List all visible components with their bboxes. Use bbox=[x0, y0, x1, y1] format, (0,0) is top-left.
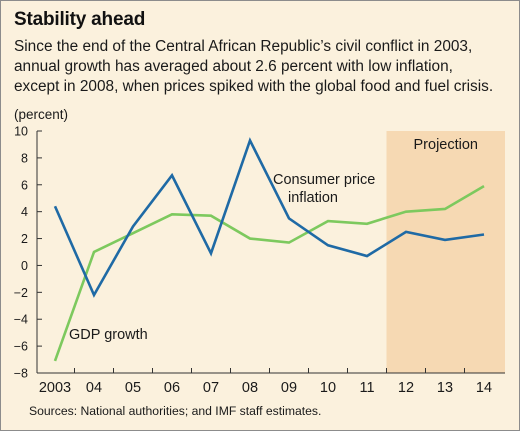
x-tick-label: 11 bbox=[359, 380, 374, 396]
cpi-annotation-line2: inflation bbox=[288, 190, 338, 206]
x-tick-label: 2003 bbox=[39, 380, 71, 396]
x-tick-label: 07 bbox=[203, 380, 219, 396]
chart-title: Stability ahead bbox=[14, 9, 146, 30]
y-tick-label: 10 bbox=[14, 125, 28, 139]
x-tick-label: 12 bbox=[398, 380, 414, 396]
cpi-annotation-line1: Consumer price bbox=[273, 172, 375, 188]
y-tick-label: 2 bbox=[21, 232, 28, 246]
x-tick-label: 13 bbox=[437, 380, 453, 396]
x-axis-ticks: 2003 04 05 06 07 08 09 10 11 12 13 14 bbox=[39, 368, 492, 396]
source-note: Sources: National authorities; and IMF s… bbox=[29, 404, 322, 418]
y-tick-label: 8 bbox=[21, 151, 28, 165]
y-tick-label: −4 bbox=[14, 313, 28, 327]
x-tick-label: 04 bbox=[86, 380, 102, 396]
y-tick-label: −2 bbox=[14, 286, 28, 300]
y-axis-unit-label: (percent) bbox=[14, 107, 69, 122]
x-tick-label: 09 bbox=[281, 380, 297, 396]
x-tick-label: 10 bbox=[320, 380, 336, 396]
y-tick-label: −6 bbox=[14, 340, 28, 354]
y-tick-label: −8 bbox=[14, 367, 28, 381]
y-tick-label: 0 bbox=[21, 259, 28, 273]
x-tick-label: 08 bbox=[242, 380, 258, 396]
x-tick-label: 06 bbox=[164, 380, 180, 396]
y-tick-label: 4 bbox=[21, 205, 28, 219]
chart-subtitle: Since the end of the Central African Rep… bbox=[14, 38, 494, 95]
gdp-annotation: GDP growth bbox=[69, 327, 148, 343]
x-tick-label: 14 bbox=[476, 380, 492, 396]
series-lines bbox=[53, 137, 485, 362]
y-tick-label: 6 bbox=[21, 178, 28, 192]
y-axis-ticks: 10 8 6 4 2 0 −2 −4 −6 −8 bbox=[14, 125, 42, 381]
x-tick-label: 05 bbox=[125, 380, 141, 396]
projection-label: Projection bbox=[414, 137, 478, 153]
projection-band bbox=[386, 131, 505, 373]
consumer-price-inflation-line bbox=[53, 137, 485, 298]
